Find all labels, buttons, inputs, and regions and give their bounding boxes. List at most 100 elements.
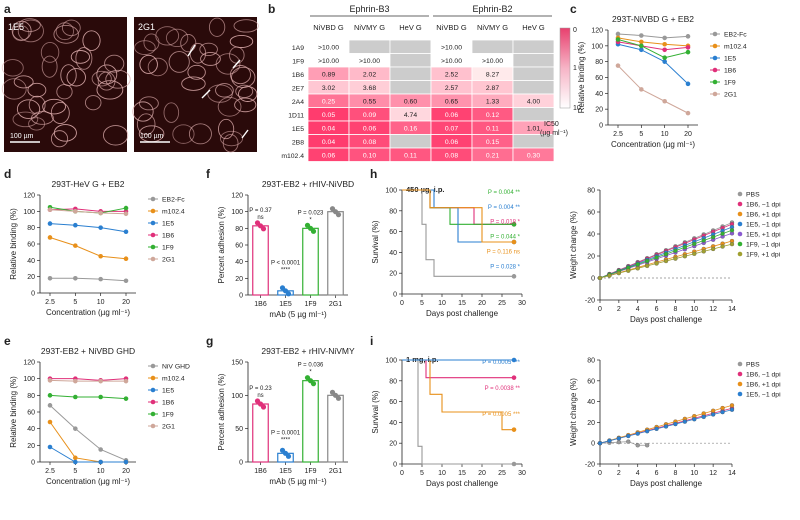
cell-membrane xyxy=(188,123,212,145)
data-point xyxy=(98,459,103,465)
cell-membrane xyxy=(66,68,86,87)
p-value: P = 0.116 ns xyxy=(487,249,520,255)
legend-label: PBS xyxy=(746,192,760,199)
weight-point xyxy=(729,228,735,233)
weight-point xyxy=(597,441,603,446)
x-tick-label: 10 xyxy=(661,131,669,138)
x-tick-label: 14 xyxy=(728,470,736,477)
cell-membrane xyxy=(229,65,251,85)
row-label: 2E7 xyxy=(292,85,304,92)
cell-membrane xyxy=(12,25,30,42)
microscopy-right-label: 2G1 xyxy=(138,22,155,32)
weight-point xyxy=(644,258,650,264)
series-line xyxy=(49,379,126,382)
panel-label-g: g xyxy=(206,334,213,348)
cell-membrane xyxy=(42,98,66,115)
y-tick-label: 100 xyxy=(385,358,397,365)
legend-marker xyxy=(150,375,156,381)
y-axis-label: Relative binding (%) xyxy=(577,41,586,113)
cell-membrane xyxy=(215,53,241,75)
chart-f: 293T-EB2 + rHIV-NiVBD 0 20 40 60 80 100 120 1B6 1… xyxy=(217,179,354,319)
legend-label: 1B6, +1 dpi xyxy=(746,212,781,219)
panel-label-f: f xyxy=(206,167,211,181)
heatmap-value: >10.00 xyxy=(482,58,503,65)
survival-h: 0 20 40 60 80 100 0 5 10 15 20 25 30 Survival (%) Days… xyxy=(371,185,526,318)
heatmap-value: 0.07 xyxy=(445,125,458,132)
legend-label: 1E5, +1 dpi xyxy=(746,232,781,239)
microscopy-left: 1E5 100 µm xyxy=(1,17,131,152)
weight-point xyxy=(710,412,716,417)
survival-end-point xyxy=(511,461,517,467)
weight-point xyxy=(597,275,603,281)
group-header: Ephrin-B2 xyxy=(472,4,512,14)
legend-label: 1B6 xyxy=(724,68,736,75)
colorbar xyxy=(559,27,571,109)
x-tick-label: 5 xyxy=(73,299,77,306)
cell-membrane xyxy=(60,64,77,87)
data-point xyxy=(98,225,103,230)
p-value: P = 0.0005 *** xyxy=(482,360,520,366)
y-tick-label: 60 xyxy=(27,410,35,417)
weight-point xyxy=(635,266,640,271)
legend-marker xyxy=(150,363,156,369)
x-tick-label: 1F9 xyxy=(304,301,316,308)
legend-label: 1E5 xyxy=(162,221,174,228)
data-point xyxy=(662,59,667,64)
y-tick-label: 20 xyxy=(587,420,595,427)
cell-membrane xyxy=(163,102,180,123)
heatmap-value: 0.11 xyxy=(404,152,417,159)
col-header: NiVMY G xyxy=(477,23,508,32)
heatmap-value: 2.52 xyxy=(445,71,458,78)
y-tick-label: 80 xyxy=(389,208,397,215)
cell-membrane xyxy=(96,64,118,85)
data-point xyxy=(73,455,78,461)
y-tick-label: 0 xyxy=(31,460,35,467)
data-point xyxy=(615,37,621,42)
p-value: P = 0.0005 *** xyxy=(482,412,520,418)
y-tick-label: 0 xyxy=(599,123,603,130)
weight-point xyxy=(720,231,725,236)
heatmap-value: 0.21 xyxy=(486,152,499,159)
x-tick-label: 6 xyxy=(655,470,659,477)
y-tick-label: 60 xyxy=(587,210,595,217)
weight-point xyxy=(701,249,706,254)
cell-membrane xyxy=(53,24,79,44)
y-tick-label: 0 xyxy=(393,292,397,299)
data-point xyxy=(123,396,129,401)
survival-end-point xyxy=(511,239,517,245)
x-tick-label: 2.5 xyxy=(45,299,55,306)
weight-point xyxy=(729,403,735,408)
legend-label: EB2-Fc xyxy=(162,197,185,204)
weight-point xyxy=(729,241,735,247)
legend-marker xyxy=(150,196,156,202)
cell-membrane xyxy=(147,57,168,77)
series-line xyxy=(49,394,127,400)
data-point xyxy=(685,110,691,116)
weight-point xyxy=(644,263,650,269)
y-axis-label: Survival (%) xyxy=(371,220,380,263)
heatmap-value: >10.00 xyxy=(318,58,339,65)
data-point xyxy=(662,41,667,47)
weight-point xyxy=(692,417,697,422)
series-line xyxy=(617,41,689,51)
cell-membrane xyxy=(218,118,235,140)
cell-membrane xyxy=(219,130,244,147)
significance: * xyxy=(309,217,312,223)
data-point xyxy=(123,229,129,235)
heatmap-value: 3.68 xyxy=(363,85,376,92)
heatmap-value: 0.05 xyxy=(322,112,335,119)
cell-membrane xyxy=(18,18,41,32)
series-line xyxy=(49,404,127,461)
x-tick-label: 25 xyxy=(498,300,506,307)
cell-membrane xyxy=(234,97,257,113)
weight-point xyxy=(673,256,678,261)
legend-marker xyxy=(737,371,743,377)
weight-point xyxy=(663,258,669,264)
series-line xyxy=(49,209,127,215)
weight-point xyxy=(673,248,678,253)
y-tick-label: 40 xyxy=(27,258,35,265)
weight-point xyxy=(720,244,725,249)
y-tick-label: 20 xyxy=(235,276,243,283)
weight-point xyxy=(644,443,650,448)
series-line xyxy=(49,446,126,463)
